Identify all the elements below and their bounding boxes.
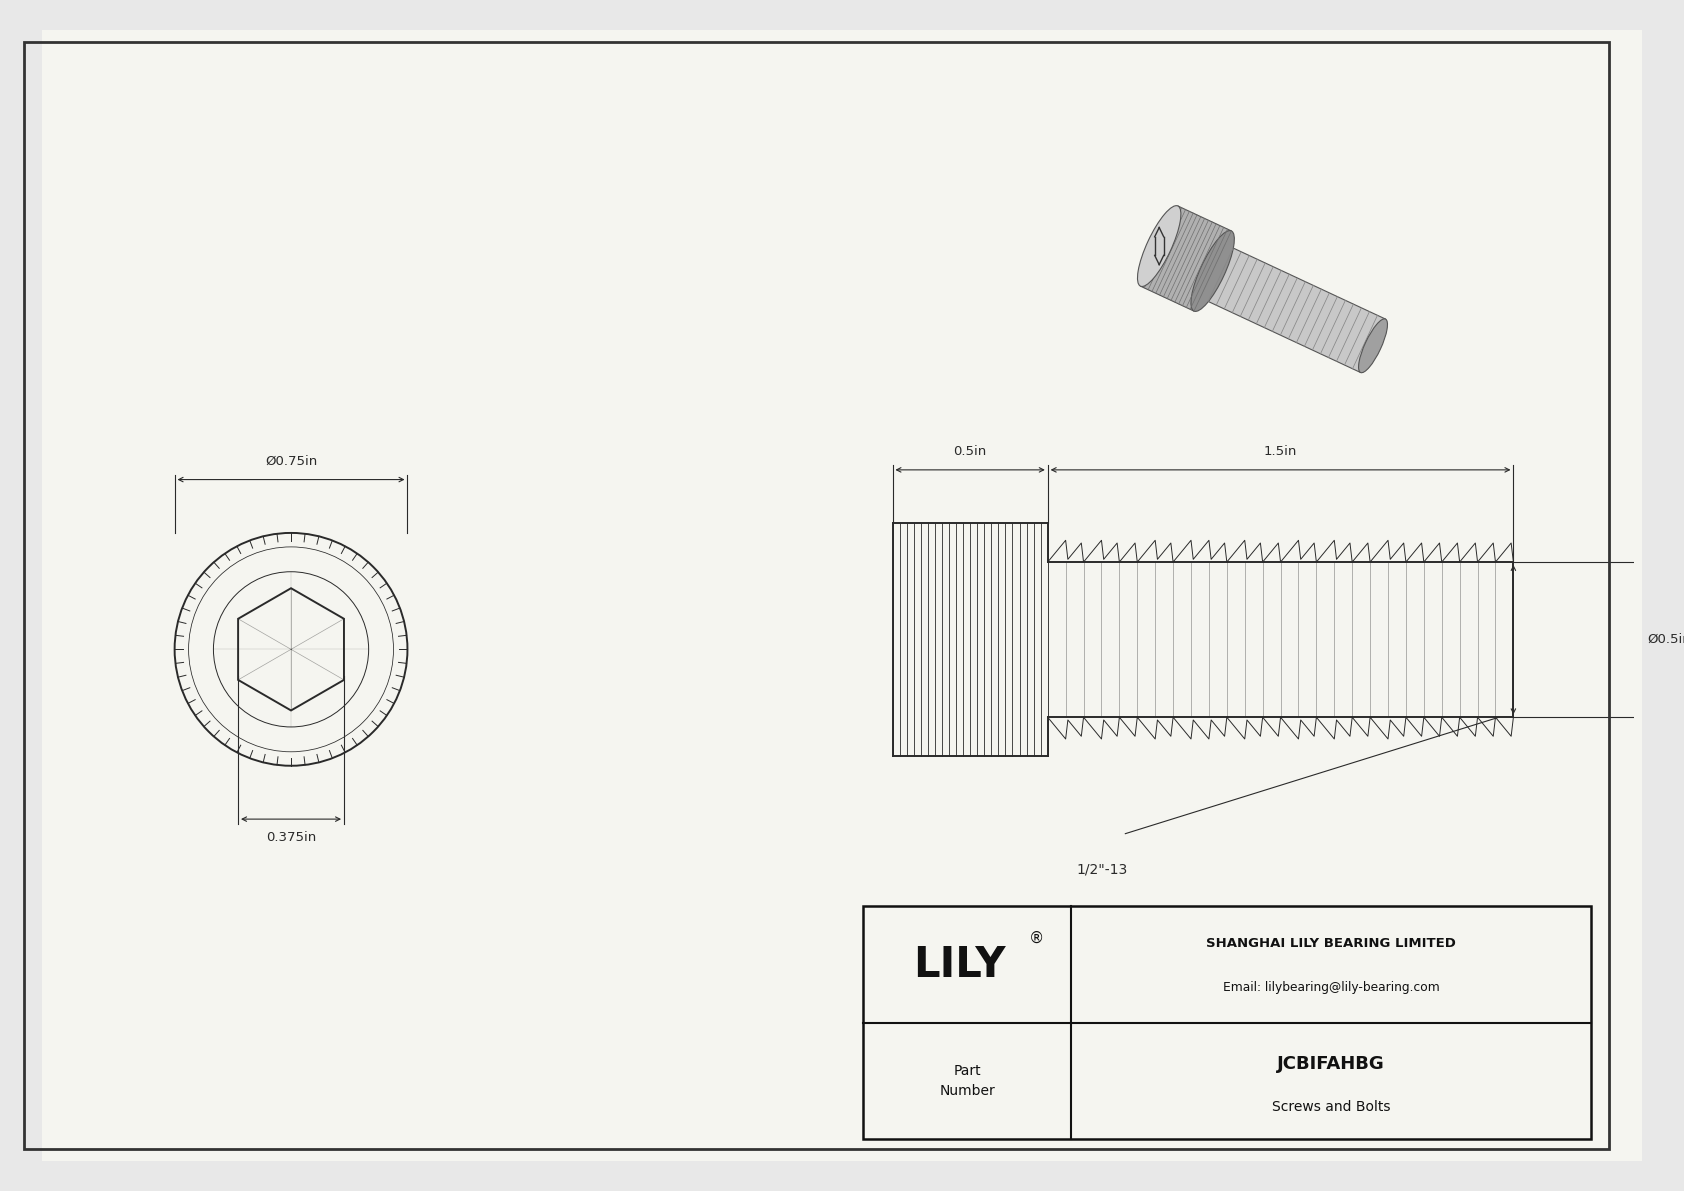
Text: 1/2"-13: 1/2"-13 — [1076, 862, 1128, 877]
Text: Screws and Bolts: Screws and Bolts — [1271, 1099, 1389, 1114]
Text: LILY: LILY — [913, 943, 1005, 986]
Text: Ø0.5in: Ø0.5in — [1647, 634, 1684, 647]
Text: Email: lilybearing@lily-bearing.com: Email: lilybearing@lily-bearing.com — [1223, 981, 1440, 994]
Ellipse shape — [1137, 206, 1180, 287]
Polygon shape — [1140, 206, 1231, 311]
Text: SHANGHAI LILY BEARING LIMITED: SHANGHAI LILY BEARING LIMITED — [1206, 937, 1457, 950]
Ellipse shape — [1191, 231, 1234, 311]
Text: Ø0.75in: Ø0.75in — [264, 455, 317, 468]
Text: 1.5in: 1.5in — [1265, 445, 1297, 459]
Text: JCBIFAHBG: JCBIFAHBG — [1276, 1054, 1384, 1073]
Text: Part
Number: Part Number — [940, 1064, 995, 1098]
Text: 0.375in: 0.375in — [266, 831, 317, 843]
Text: 0.5in: 0.5in — [953, 445, 987, 459]
Polygon shape — [1201, 244, 1386, 373]
Ellipse shape — [1359, 319, 1388, 373]
Text: ®: ® — [1029, 931, 1044, 946]
Bar — [864, 906, 1591, 1140]
